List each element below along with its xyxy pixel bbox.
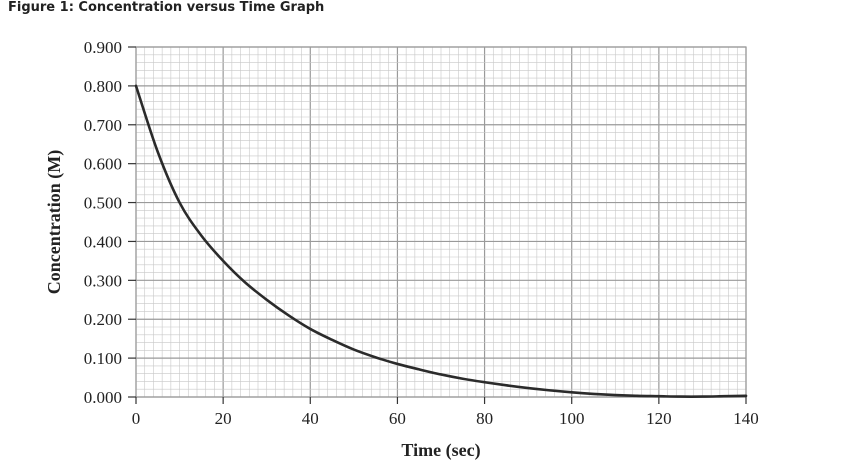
grid [135, 46, 747, 398]
x-tick-labels: 0 20 40 60 80 100 120 140 [132, 409, 759, 428]
y-tick-label: 0.800 [84, 77, 122, 96]
x-tick-label: 40 [302, 409, 319, 428]
concentration-curve [134, 84, 748, 398]
y-tick-label: 0.900 [84, 38, 122, 57]
y-tick-label: 0.200 [84, 310, 122, 329]
x-axis-title: Time (sec) [401, 440, 480, 461]
plot-border [135, 46, 747, 398]
x-tick-label: 80 [476, 409, 493, 428]
y-tick-label: 0.000 [84, 388, 122, 407]
y-tick-labels: 0.000 0.100 0.200 0.300 0.400 0.500 0.600 0.700… [84, 38, 122, 407]
y-tick-label: 0.500 [84, 194, 122, 213]
x-tick-label: 60 [389, 409, 406, 428]
y-axis-title: Concentration (M) [44, 150, 65, 294]
x-tick-label: 20 [215, 409, 232, 428]
tick-marks [128, 46, 747, 404]
y-tick-label: 0.700 [84, 116, 122, 135]
y-tick-label: 0.300 [84, 271, 122, 290]
x-tick-label: 0 [132, 409, 141, 428]
x-tick-label: 120 [646, 409, 672, 428]
x-tick-label: 100 [559, 409, 585, 428]
series-layer [134, 84, 748, 398]
y-tick-label: 0.100 [84, 349, 122, 368]
x-tick-label: 140 [733, 409, 759, 428]
figure-title: Figure 1: Concentration versus Time Grap… [8, 0, 325, 15]
y-tick-label: 0.600 [84, 155, 122, 174]
y-tick-label: 0.400 [84, 232, 122, 251]
